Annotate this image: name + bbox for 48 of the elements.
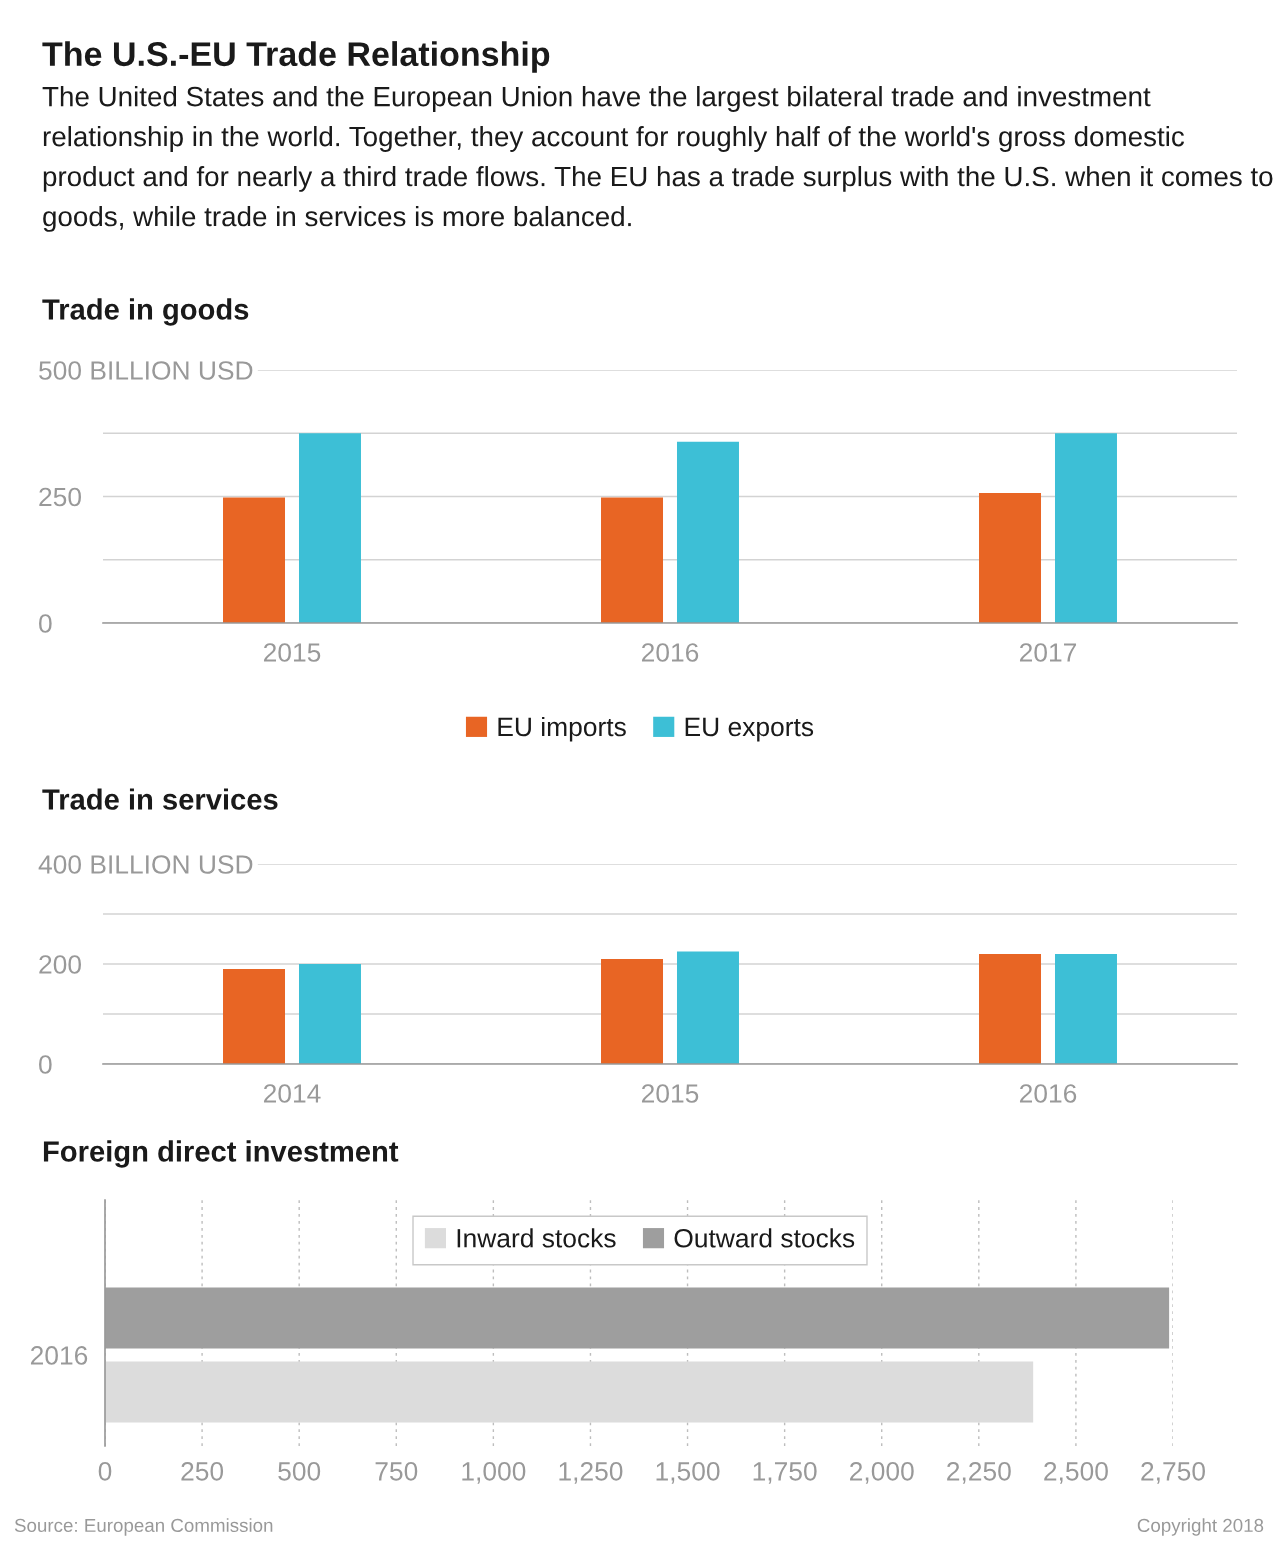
- y-tick-label: 2016: [30, 1346, 88, 1365]
- y-tick-label: 0: [39, 614, 52, 633]
- bar: [223, 497, 286, 623]
- x-tick-label: 1,250: [559, 1461, 623, 1484]
- bar: [601, 959, 664, 1064]
- bar: [1054, 954, 1117, 1064]
- bar: [1054, 433, 1117, 623]
- x-tick-label: 2015: [641, 1084, 699, 1103]
- bar: [601, 497, 664, 623]
- bar: [676, 441, 739, 623]
- chart-title: Trade in services: [42, 788, 278, 810]
- x-tick-label: 1,500: [656, 1461, 720, 1484]
- y-tick-label: 400 BILLION USD: [38, 855, 253, 874]
- x-tick-label: 2017: [1019, 643, 1077, 662]
- bar: [979, 492, 1042, 623]
- bar: [676, 951, 739, 1064]
- text: The U.S.-EU Trade Relationship: [42, 41, 550, 73]
- x-tick-label: 2015: [263, 643, 321, 662]
- chart-title: Foreign direct investment: [43, 1140, 399, 1168]
- bar: [223, 969, 286, 1064]
- x-tick-label: 2,000: [850, 1461, 914, 1484]
- chart-title: Trade in goods: [42, 298, 249, 326]
- legend-label: Outward stocks: [674, 1228, 855, 1248]
- y-tick-label: 500 BILLION USD: [39, 361, 253, 380]
- x-tick-label: 1,000: [462, 1461, 526, 1484]
- legend-label: EU imports: [498, 716, 626, 742]
- bar: [979, 954, 1042, 1064]
- bar: [298, 433, 361, 623]
- x-tick-label: 750: [375, 1461, 418, 1481]
- y-tick-label: 200: [39, 955, 81, 974]
- x-tick-label: 250: [181, 1461, 224, 1481]
- text: The United States and the European Union have the largest bilateral trade and investment relationship in the world. Together, they account for roughly half of the world's gross domestic product and for nearly a third trade flows. The EU has a trade surplus with the U.S. when it comes to goods, while trade in services is more balanced.: [42, 86, 1273, 232]
- x-tick-label: 2016: [641, 643, 699, 662]
- y-tick-label: 0: [39, 1055, 52, 1074]
- source-note: Source: European Commission: [14, 1518, 273, 1536]
- y-tick-label: 250: [39, 487, 81, 507]
- legend-label: Inward stocks: [457, 1228, 616, 1248]
- x-tick-label: 2016: [1019, 1084, 1077, 1103]
- text: Copyright 2018: [1137, 1518, 1264, 1536]
- x-tick-label: 1,750: [753, 1461, 817, 1484]
- bar: [298, 964, 361, 1064]
- x-tick-label: 2,500: [1044, 1461, 1108, 1484]
- x-tick-label: 2014: [263, 1084, 321, 1103]
- x-tick-label: 2,750: [1141, 1461, 1205, 1484]
- legend-label: EU exports: [685, 717, 814, 742]
- x-tick-label: 2,250: [947, 1461, 1011, 1484]
- x-tick-label: 0: [98, 1461, 112, 1481]
- x-tick-label: 500: [278, 1461, 321, 1481]
